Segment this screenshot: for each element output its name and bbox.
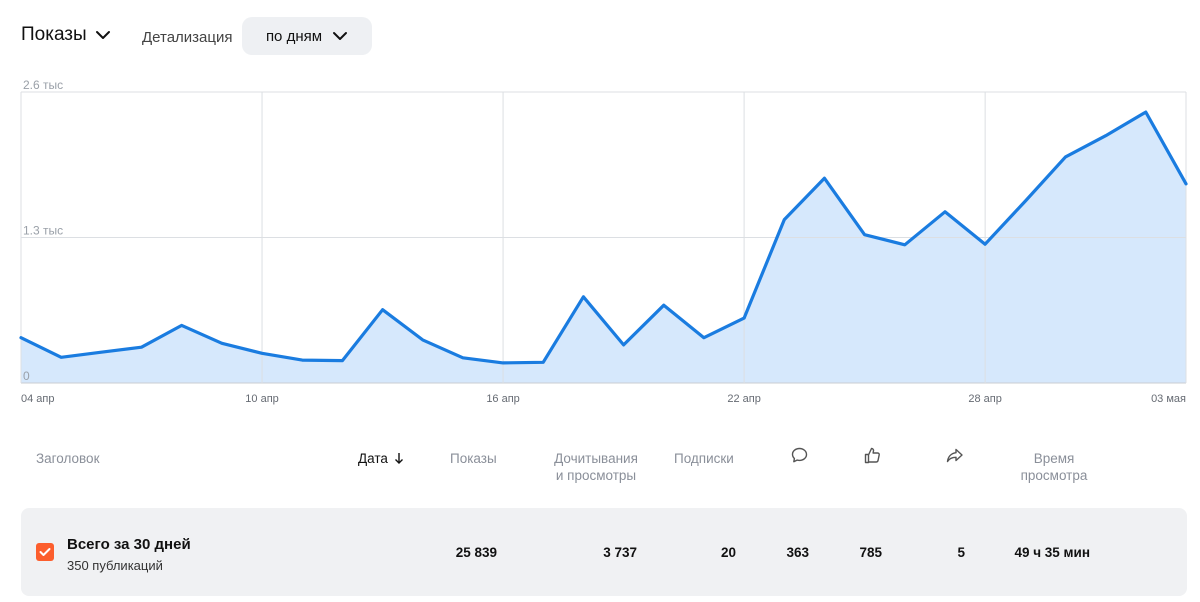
column-header-watch-time[interactable]: Время просмотра [1014, 450, 1094, 484]
data-point [1064, 155, 1067, 158]
x-tick-label: 28 апр [968, 393, 1001, 405]
data-point [622, 343, 625, 346]
data-point [944, 210, 947, 213]
checkmark-icon [39, 548, 51, 556]
summary-reads: 3 737 [603, 545, 637, 560]
data-point [984, 243, 987, 246]
data-point [502, 361, 505, 364]
column-header-watch-time-line2: просмотра [1020, 468, 1088, 483]
period-dropdown-label: по дням [265, 27, 323, 45]
summary-title: Всего за 30 дней [67, 536, 191, 553]
y-tick-label: 2.6 тыс [23, 78, 63, 92]
chevron-down-icon [333, 32, 348, 40]
like-icon[interactable] [863, 446, 882, 465]
chart-area-fill [21, 112, 1186, 383]
x-tick-label: 10 апр [245, 393, 278, 405]
share-icon[interactable] [945, 446, 964, 465]
x-tick-label: 22 апр [727, 393, 760, 405]
data-point [1104, 134, 1107, 137]
column-header-date-label: Дата [358, 451, 388, 466]
x-tick-label: 16 апр [486, 393, 519, 405]
data-point [783, 218, 786, 221]
summary-subscriptions: 20 [720, 545, 736, 560]
data-point [903, 243, 906, 246]
data-point [261, 352, 264, 355]
data-point [341, 359, 344, 362]
data-point [542, 361, 545, 364]
data-point [823, 177, 826, 180]
x-tick-label: 03 мая [1151, 393, 1186, 405]
data-point [60, 356, 63, 359]
summary-impressions: 25 839 [455, 545, 497, 560]
column-header-date[interactable]: Дата [358, 450, 404, 467]
data-point [421, 338, 424, 341]
column-header-reads-line2: и просмотры [555, 468, 637, 483]
summary-subtitle: 350 публикаций [67, 558, 163, 573]
data-point [1024, 200, 1027, 203]
column-header-impressions[interactable]: Показы [450, 451, 497, 466]
impressions-chart: 2.6 тыс 1.3 тыс 0 04 апр 10 апр 16 апр 22 апр 2… [19, 78, 1188, 405]
data-point [582, 295, 585, 298]
data-point [702, 336, 705, 339]
summary-row [21, 508, 1187, 596]
column-header-reads-line1: Дочитывания [554, 451, 638, 466]
summary-shares: 5 [957, 545, 965, 560]
y-tick-label: 0 [23, 369, 30, 383]
x-tick-label: 04 апр [21, 393, 54, 405]
data-point [180, 324, 183, 327]
summary-comments: 363 [786, 545, 809, 560]
data-point [662, 304, 665, 307]
column-header-watch-time-line1: Время [1033, 451, 1075, 466]
column-header-reads[interactable]: Дочитывания и просмотры [548, 450, 644, 484]
comment-icon[interactable] [790, 446, 809, 465]
data-point [220, 342, 223, 345]
data-point [461, 356, 464, 359]
data-point [863, 233, 866, 236]
data-point [20, 336, 23, 339]
period-dropdown[interactable]: по дням [242, 17, 372, 55]
series-line [19, 110, 1188, 365]
data-point [140, 346, 143, 349]
summary-likes: 785 [859, 545, 882, 560]
column-header-title: Заголовок [36, 451, 100, 466]
summary-checkbox[interactable] [36, 543, 54, 561]
summary-watch-time: 49 ч 35 мин [1014, 545, 1090, 560]
data-point [1185, 182, 1188, 185]
data-point [1144, 111, 1147, 114]
data-point [301, 359, 304, 362]
arrow-down-icon [394, 453, 403, 464]
data-point [100, 351, 103, 354]
metric-dropdown[interactable]: Показы [21, 24, 111, 46]
column-header-subscriptions[interactable]: Подписки [674, 451, 734, 466]
data-point [381, 308, 384, 311]
metric-dropdown-label: Показы [21, 24, 87, 45]
data-point [743, 317, 746, 320]
y-tick-label: 1.3 тыс [23, 224, 63, 238]
chevron-down-icon [95, 31, 110, 39]
detail-label: Детализация [142, 29, 233, 46]
